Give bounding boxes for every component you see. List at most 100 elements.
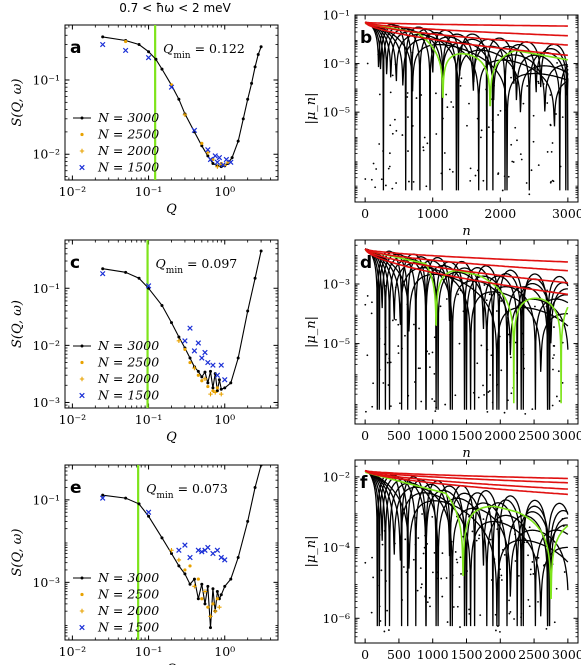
moment-dot <box>483 394 485 396</box>
data-point <box>202 376 208 381</box>
data-point <box>246 97 250 101</box>
moment-dot <box>521 347 524 350</box>
qmin-annotation: Qmin = 0.097 <box>156 256 238 276</box>
plot-frame <box>64 239 279 409</box>
moment-dot <box>370 178 373 181</box>
moment-dot <box>489 374 492 376</box>
data-point <box>188 582 192 586</box>
moment-dot <box>395 318 397 321</box>
moment-dot <box>537 82 540 85</box>
data-point <box>145 283 152 289</box>
data-point <box>187 325 193 331</box>
data-point <box>79 148 85 154</box>
moment-dot <box>380 569 383 572</box>
y-tick-label: 10⁻² <box>322 469 350 484</box>
moment-dot <box>407 150 409 152</box>
moment-dot <box>509 356 512 359</box>
moment-dot <box>551 404 554 407</box>
moment-dot <box>382 150 384 152</box>
moment-dot <box>445 577 448 579</box>
moment-dot <box>514 126 517 129</box>
panel-label: b <box>360 28 372 48</box>
x-axis-label: n <box>462 224 470 239</box>
moment-dot <box>397 323 400 326</box>
x-tick-label: 1500 <box>451 647 483 662</box>
data-point <box>199 355 205 361</box>
moment-dot <box>384 343 387 346</box>
moment-dot <box>523 541 526 544</box>
plot-area <box>364 469 569 633</box>
panel-b: 0 1000 2000 3000 10⁻¹ 10⁻³ 10⁻⁵ n |μ_n| b <box>304 8 581 240</box>
data-point <box>182 542 188 548</box>
legend-entry: N = 1500 <box>97 620 159 635</box>
data-point <box>192 577 196 581</box>
moment-dot <box>486 410 489 413</box>
moment-dot <box>460 77 463 80</box>
moment-dot <box>525 182 528 184</box>
data-point <box>182 338 188 344</box>
moment-curve <box>365 248 568 410</box>
moment-dot <box>425 185 428 188</box>
moment-dot <box>519 310 522 313</box>
green-curve <box>365 471 569 599</box>
moment-dot <box>387 384 390 386</box>
legend-entry: N = 2000 <box>97 603 159 618</box>
moment-dot <box>378 337 381 340</box>
data-point <box>220 162 226 168</box>
moment-dot <box>519 153 522 156</box>
data-point <box>191 348 198 354</box>
moment-dot <box>507 175 510 178</box>
data-point <box>210 550 216 557</box>
data-point <box>211 386 215 390</box>
moment-dot <box>391 132 394 135</box>
moment-dot <box>552 357 554 360</box>
data-point <box>183 572 187 576</box>
data-point <box>211 157 215 162</box>
moment-dot <box>451 171 454 173</box>
series-line <box>102 465 262 628</box>
moment-dot <box>516 287 518 290</box>
moment-dot <box>389 405 392 408</box>
data-point <box>213 390 218 395</box>
moment-dot <box>530 169 533 172</box>
moment-dot <box>476 117 479 120</box>
moment-dot <box>393 542 396 545</box>
moment-dot <box>450 540 453 543</box>
data-point <box>241 117 245 121</box>
data-point <box>137 43 141 47</box>
data-point <box>177 335 181 339</box>
y-tick-label: 10⁻¹ <box>32 492 60 507</box>
y-axis-label: |μ_n| <box>304 92 319 124</box>
x-tick-label: 2500 <box>518 647 550 662</box>
data-point <box>196 373 200 377</box>
data-point <box>203 370 207 374</box>
moment-dot <box>520 612 523 615</box>
moment-curve <box>364 470 569 627</box>
moment-dot <box>515 372 518 374</box>
data-point <box>259 249 263 253</box>
moment-dot <box>497 114 500 116</box>
data-point <box>188 360 192 365</box>
moment-dot <box>454 551 457 553</box>
data-point <box>147 514 151 518</box>
moment-dot <box>520 158 523 161</box>
moment-dot <box>559 165 562 168</box>
moment-dot <box>552 368 554 371</box>
figure-title: 0.7 < ħω < 2 meV <box>119 1 231 15</box>
data-point <box>219 593 223 597</box>
moment-dot <box>466 570 468 572</box>
data-point <box>183 568 187 572</box>
data-point <box>101 267 105 271</box>
red-curve <box>364 248 568 272</box>
moment-dot <box>408 312 411 315</box>
moment-dot <box>436 571 438 574</box>
plot-area <box>99 25 263 180</box>
moment-dot <box>478 537 480 540</box>
moment-dot <box>382 382 385 384</box>
moment-dot <box>401 134 404 136</box>
data-point <box>253 276 257 280</box>
data-point <box>99 41 106 48</box>
moment-dot <box>415 517 418 519</box>
moment-dot <box>471 530 474 533</box>
